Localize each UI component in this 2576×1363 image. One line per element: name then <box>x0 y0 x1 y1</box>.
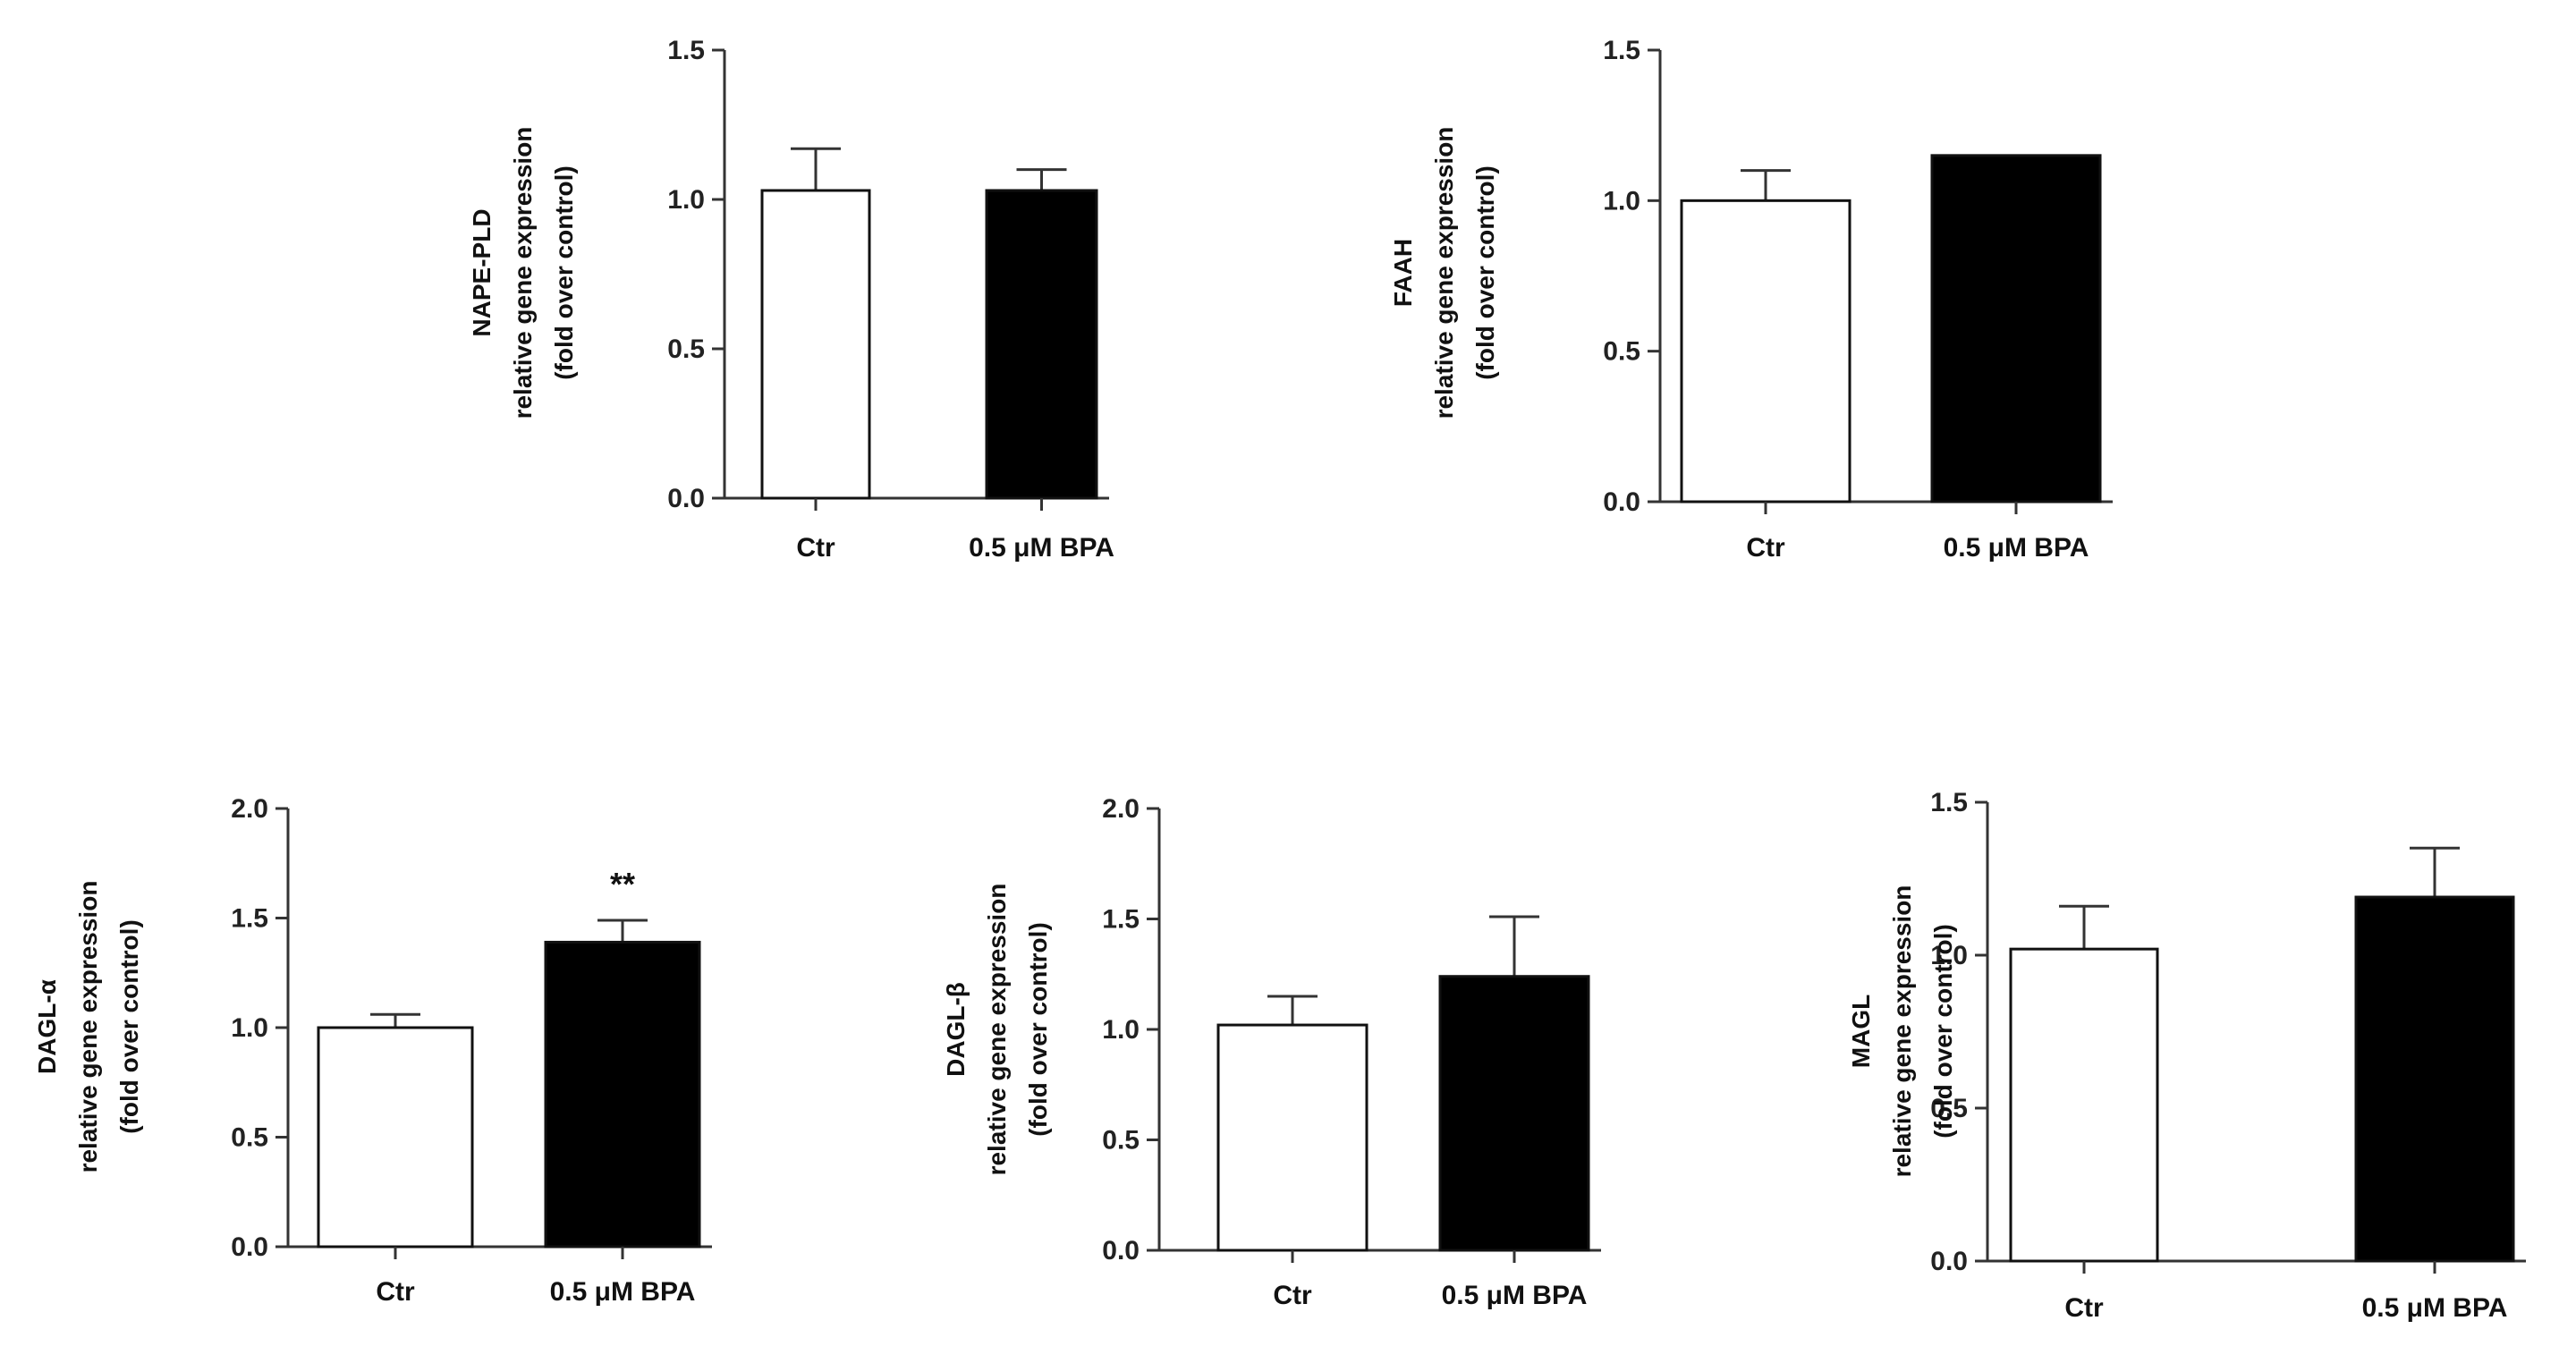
y-axis-label: DAGL-α <box>33 979 61 1074</box>
x-category-label: Ctr <box>1746 533 1785 563</box>
bar <box>760 189 871 500</box>
chart-panel-4: 0.0 0.5 1.0 1.5 2.0 Ctr 0.5 μM BPA DAGL-β relati… <box>942 794 1601 1310</box>
y-tick-label: 0.5 <box>1102 1126 1140 1156</box>
y-tick-label: 0.5 <box>667 334 705 364</box>
y-axis-label: DAGL-β <box>942 982 970 1077</box>
y-tick-label: 0.0 <box>1102 1236 1140 1266</box>
y-tick-label: 0.5 <box>1603 337 1640 367</box>
y-axis-label: relative gene expression <box>983 884 1011 1176</box>
y-tick-label: 1.0 <box>1102 1015 1140 1045</box>
x-category-label: Ctr <box>796 533 835 563</box>
y-axis-label: NAPE-PLD <box>468 208 496 336</box>
y-tick-label: 1.0 <box>667 185 705 215</box>
bar <box>1216 1023 1368 1252</box>
y-tick-label: 0.0 <box>1603 487 1640 517</box>
x-category-label: 0.5 μM BPA <box>1442 1281 1588 1310</box>
y-axis-label: relative gene expression <box>509 127 537 419</box>
y-tick-label: 0.0 <box>231 1232 268 1262</box>
y-axis-label: MAGL <box>1847 995 1875 1068</box>
x-category-label: Ctr <box>1273 1281 1312 1310</box>
y-axis-label: relative gene expression <box>1888 885 1916 1178</box>
y-axis-label: (fold over control) <box>1929 924 1957 1139</box>
x-category-label: 0.5 μM BPA <box>969 533 1114 563</box>
y-tick-label: 1.5 <box>1102 905 1140 935</box>
y-tick-label: 0.5 <box>1930 1094 1968 1123</box>
y-axis-label: (fold over control) <box>1024 922 1052 1137</box>
chart-panel-5: 0.0 0.5 1.0 1.5 Ctr 0.5 μM BPA MAGL relative ge… <box>1847 788 2526 1323</box>
chart-panel-2: 0.0 0.5 1.0 1.5 Ctr 0.5 μM BPA FAAH relative ge… <box>1389 36 2113 563</box>
significance-marker: ** <box>610 866 635 902</box>
y-tick-label: 1.5 <box>231 904 268 934</box>
bar <box>985 189 1098 500</box>
bar <box>544 940 701 1249</box>
y-tick-label: 1.0 <box>1603 186 1640 216</box>
bar <box>1438 975 1590 1252</box>
x-category-label: 0.5 μM BPA <box>2362 1293 2508 1323</box>
y-tick-label: 2.0 <box>1102 794 1140 824</box>
y-axis-label: (fold over control) <box>550 165 578 380</box>
bar <box>1680 199 1852 504</box>
chart-panel-1: 0.0 0.5 1.0 1.5 Ctr 0.5 μM BPA NAPE-PLD relativ… <box>468 36 1114 563</box>
x-category-label: 0.5 μM BPA <box>550 1277 696 1307</box>
y-tick-label: 0.0 <box>667 484 705 513</box>
y-axis-label: relative gene expression <box>74 881 102 1173</box>
bar <box>317 1026 474 1249</box>
y-axis-label: (fold over control) <box>1471 165 1499 380</box>
y-tick-label: 2.0 <box>231 794 268 824</box>
y-tick-label: 1.0 <box>1930 941 1968 970</box>
y-axis-label: relative gene expression <box>1430 127 1458 419</box>
x-category-label: Ctr <box>2064 1293 2104 1323</box>
bar <box>2009 947 2159 1263</box>
bar <box>2354 895 2515 1263</box>
y-tick-label: 1.5 <box>1603 36 1640 65</box>
x-category-label: Ctr <box>376 1277 415 1307</box>
y-tick-label: 1.5 <box>667 36 705 65</box>
chart-panel-3: 0.0 0.5 1.0 1.5 2.0 Ctr 0.5 μM BPA ** DAGL-α rela… <box>33 794 712 1307</box>
y-tick-label: 0.5 <box>231 1123 268 1153</box>
bar <box>1930 154 2102 504</box>
y-tick-label: 1.0 <box>231 1013 268 1043</box>
y-tick-label: 0.0 <box>1930 1247 1968 1276</box>
y-axis-label: FAAH <box>1389 239 1417 307</box>
x-category-label: 0.5 μM BPA <box>1944 533 2089 563</box>
y-axis-label: (fold over control) <box>115 919 143 1134</box>
y-tick-label: 1.5 <box>1930 788 1968 817</box>
